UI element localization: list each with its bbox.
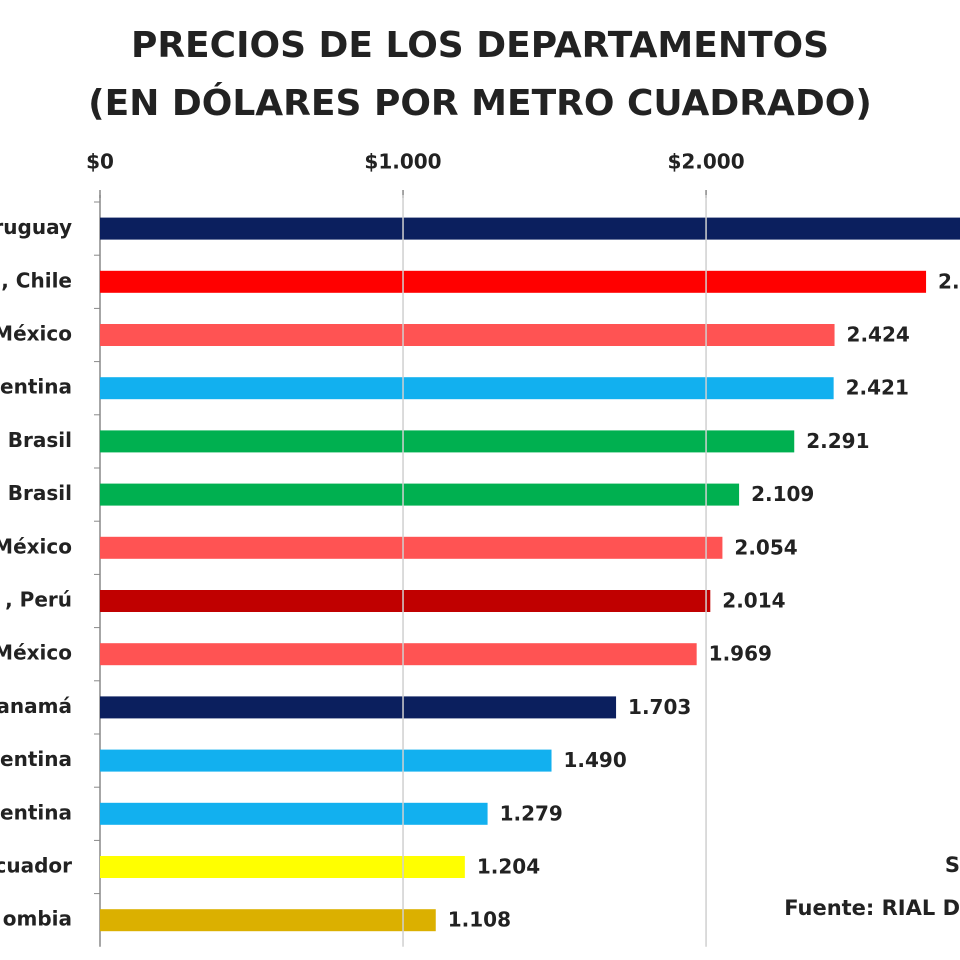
y-tick-label: entina (0, 375, 72, 399)
value-label: 2.054 (734, 535, 797, 559)
value-label: 2.291 (806, 429, 869, 453)
bar (100, 324, 835, 346)
y-tick-label: entina (0, 747, 72, 771)
bar (100, 483, 740, 506)
chart-title: PRECIOS DE LOS DEPARTAMENTOS (131, 25, 829, 66)
bar (100, 749, 552, 772)
chart-title: (EN DÓLARES POR METRO CUADRADO) (88, 82, 872, 124)
y-tick-label: ombia (3, 907, 72, 931)
y-tick-label: , Chile (1, 268, 72, 292)
value-label: 1.969 (709, 642, 772, 666)
y-tick-label: entina (0, 800, 72, 824)
bar (100, 377, 834, 400)
bar (100, 643, 697, 666)
y-tick-label: , Perú (5, 588, 72, 612)
value-label: 1.279 (500, 801, 563, 825)
bar (100, 909, 436, 932)
value-label: 2.424 (847, 323, 910, 347)
value-label: 2. (938, 269, 960, 293)
value-label: 2.014 (722, 589, 785, 613)
source-note: Fuente: RIAL D (784, 896, 960, 920)
value-label: 2.421 (846, 376, 909, 400)
y-tick-label: Brasil (8, 428, 72, 452)
value-label: 2.109 (751, 482, 814, 506)
y-tick-label: México (0, 534, 72, 558)
y-tick-label: cuador (0, 854, 72, 878)
y-tick-label: Brasil (8, 481, 72, 505)
x-tick-label: $1.000 (364, 150, 441, 174)
y-tick-label: anamá (0, 694, 72, 718)
bar (100, 590, 711, 612)
bar (100, 696, 617, 719)
y-tick-label: ruguay (0, 215, 72, 239)
annotation: S (945, 853, 960, 877)
bar (100, 270, 927, 293)
value-label: 1.703 (628, 695, 691, 719)
bar (100, 802, 488, 825)
value-label: 1.108 (448, 908, 511, 932)
x-tick-label: $2.000 (667, 150, 744, 174)
bar (100, 430, 795, 453)
bar (100, 856, 465, 878)
x-tick-label: $0 (86, 150, 114, 174)
bar (100, 217, 960, 240)
value-label: 1.204 (477, 855, 540, 879)
y-tick-label: México (0, 641, 72, 665)
bar (100, 536, 723, 559)
value-label: 1.490 (564, 748, 627, 772)
y-tick-label: México (0, 322, 72, 346)
